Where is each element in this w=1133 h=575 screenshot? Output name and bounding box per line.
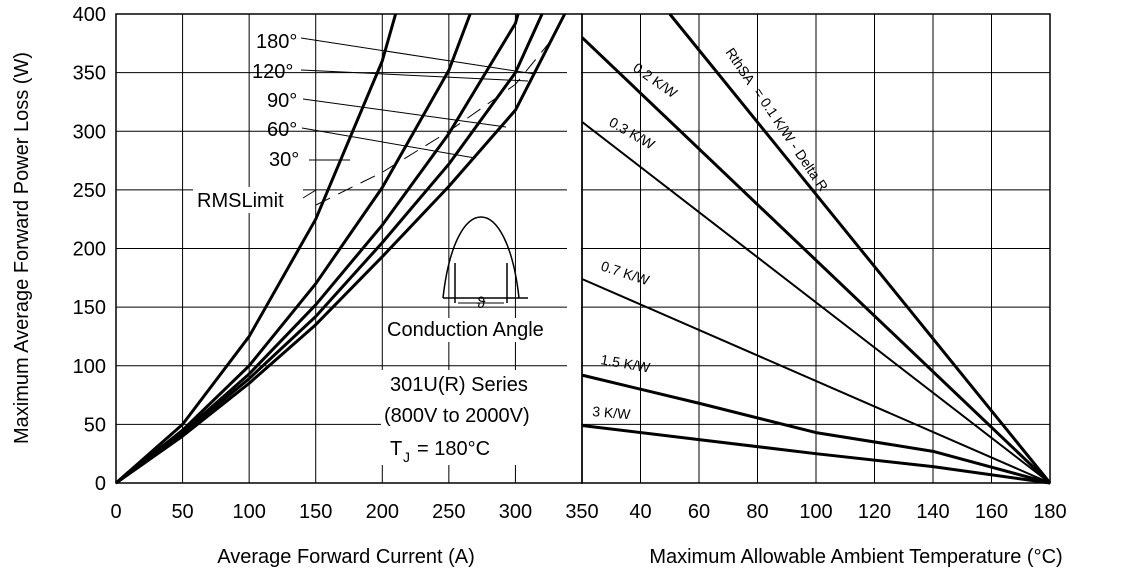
series-line xyxy=(115,13,544,485)
y-tick-label: 250 xyxy=(73,180,106,202)
y-tick-label: 150 xyxy=(73,297,106,319)
series-line xyxy=(115,13,472,485)
x-tick-label-left: 0 xyxy=(110,501,121,523)
x-axis-label-right: Maximum Allowable Ambient Temperature (°… xyxy=(649,546,1062,568)
y-tick-label: 400 xyxy=(73,4,106,26)
plot-frame xyxy=(581,13,1051,484)
x-tick-label-left: 300 xyxy=(499,501,532,523)
leader-line xyxy=(301,127,476,159)
leader-line xyxy=(302,189,317,199)
voltage-range-label: (800V to 2000V) xyxy=(384,405,530,427)
angle-label-90: 90° xyxy=(267,90,297,112)
leader-line xyxy=(300,69,529,82)
tj-symbol: T xyxy=(390,438,402,460)
angle-label-120: 120° xyxy=(252,61,293,83)
x-tick-label-right: 180 xyxy=(1033,501,1066,523)
thermal-resistance-line xyxy=(581,278,1051,484)
angle-label-180: 180° xyxy=(256,31,297,53)
y-tick-label: 200 xyxy=(73,239,106,261)
thermal-resistance-line xyxy=(581,121,1051,484)
x-tick-label-left: 100 xyxy=(232,501,265,523)
x-tick-label-left: 50 xyxy=(171,501,193,523)
x-tick-label-left: 250 xyxy=(432,501,465,523)
series-line xyxy=(115,13,567,485)
k02-label: 0.2 K/W xyxy=(630,59,681,101)
x-axis-label-left: Average Forward Current (A) xyxy=(217,546,475,568)
leader-line xyxy=(302,98,507,128)
rthsa-label: RthSA xyxy=(723,45,759,88)
leader-line xyxy=(300,37,536,75)
y-tick-label: 350 xyxy=(73,63,106,85)
rms-limit-line xyxy=(315,42,550,206)
x-tick-label-right: 100 xyxy=(799,501,832,523)
tj-value: = 180°C xyxy=(417,438,490,460)
k07-label: 0.7 K/W xyxy=(599,258,652,289)
k15-label: 1.5 K/W xyxy=(599,351,652,376)
conduction-angle-waveform xyxy=(442,216,528,304)
thermal-resistance-line xyxy=(668,13,1052,484)
x-tick-label-left: 200 xyxy=(366,501,399,523)
x-tick-label-right: 80 xyxy=(746,501,768,523)
thermal-resistance-line xyxy=(581,424,1051,485)
thermal-resistance-line xyxy=(581,373,1051,485)
x-tick-label-right: 160 xyxy=(975,501,1008,523)
tick-labels: 0 50 100 150 200 250 300 350 400 0 50 100 150 200 250 3… xyxy=(73,4,1067,523)
x-tick-label-right: 40 xyxy=(629,501,651,523)
thermal-resistance-line xyxy=(580,36,1052,485)
y-tick-label: 100 xyxy=(73,356,106,378)
series-title: 301U(R) Series xyxy=(390,374,528,396)
rms-limit-label: RMSLimit xyxy=(197,190,284,212)
y-tick-label: 300 xyxy=(73,121,106,143)
x-tick-label-left: 350 xyxy=(565,501,598,523)
conduction-angle-label: Conduction Angle xyxy=(387,319,544,341)
x-tick-label-right: 120 xyxy=(858,501,891,523)
leader-lines xyxy=(300,37,536,199)
series-line xyxy=(115,13,398,485)
x-tick-label-right: 60 xyxy=(688,501,710,523)
x-tick-label-left: 150 xyxy=(299,501,332,523)
angle-label-60: 60° xyxy=(267,119,297,141)
k3-label: 3 K/W xyxy=(592,403,632,422)
plot-frames xyxy=(115,13,1051,484)
angle-label-30: 30° xyxy=(269,149,299,171)
x-tick-label-right: 140 xyxy=(916,501,949,523)
tj-subscript: J xyxy=(403,449,410,465)
label-background xyxy=(193,187,303,213)
y-tick-label: 0 xyxy=(95,473,106,495)
y-tick-label: 50 xyxy=(84,414,106,436)
k01-label: = 0.1 K/W - Delta R xyxy=(751,85,832,194)
y-axis-label: Maximum Average Forward Power Loss (W) xyxy=(11,52,33,444)
label-background xyxy=(567,40,581,480)
label-background xyxy=(381,370,577,465)
theta-symbol: ϑ xyxy=(477,295,486,312)
label-background xyxy=(384,318,576,342)
series-lines xyxy=(115,13,1052,485)
grid xyxy=(115,13,1051,484)
